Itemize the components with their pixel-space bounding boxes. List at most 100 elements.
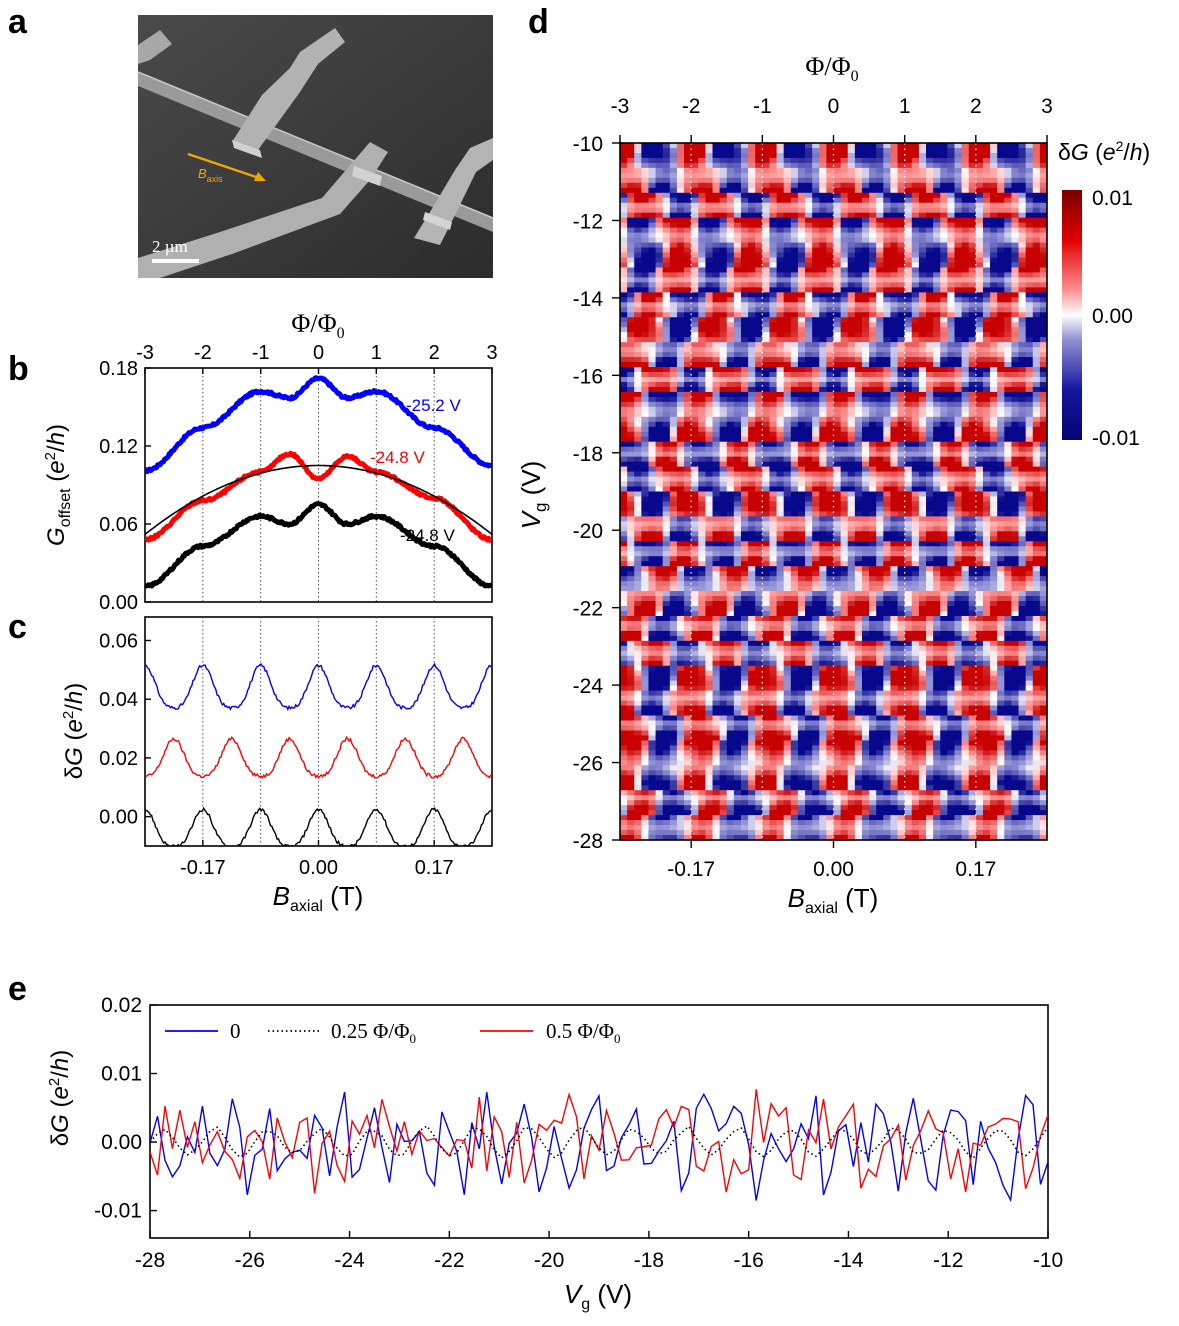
d-map-cell: [926, 282, 934, 288]
d-map-cell: [876, 471, 884, 478]
d-map-cell: [740, 376, 749, 383]
d-map-cell: [726, 312, 735, 318]
d-map-cell: [1018, 426, 1027, 433]
d-map-cell: [676, 222, 685, 229]
d-map-cell: [904, 252, 913, 259]
d-map-cell: [676, 162, 685, 169]
d-map-cell: [933, 352, 941, 358]
d-map-cell: [869, 441, 877, 448]
d-map-cell: [669, 277, 678, 283]
d-map-cell: [655, 267, 664, 274]
d-map-cell: [740, 491, 749, 498]
d-map-cell: [684, 431, 692, 438]
d-map-cell: [655, 167, 664, 174]
d-map-cell: [641, 322, 650, 328]
d-map-cell: [1025, 466, 1034, 473]
d-map-cell: [698, 451, 706, 458]
d-map-cell: [947, 242, 956, 249]
d-map-cell: [883, 476, 892, 483]
d-map-cell: [812, 317, 820, 323]
d-map-cell: [805, 461, 813, 468]
d-map-cell: [861, 327, 870, 333]
d-map-cell: [620, 207, 628, 214]
d-map-cell: [975, 182, 984, 189]
d-map-cell: [748, 152, 756, 159]
d-map-cell: [648, 516, 657, 522]
d-map-cell: [904, 262, 913, 269]
b-top-axis-label: Φ/Φ0: [291, 309, 344, 342]
d-map-cell: [748, 337, 756, 343]
d-map-cell: [733, 227, 742, 234]
d-map-cell: [918, 232, 927, 239]
d-map-cell: [961, 381, 970, 388]
d-map-cell: [819, 526, 827, 532]
d-map-cell: [805, 441, 813, 448]
d-map-cell: [890, 257, 899, 264]
d-map-cell: [748, 461, 756, 468]
d-map-cell: [662, 406, 671, 413]
d-map-cell: [1025, 152, 1034, 159]
d-map-cell: [819, 217, 827, 224]
d-map-cell: [883, 143, 892, 149]
d-map-cell: [982, 476, 991, 483]
d-map-cell: [1039, 466, 1048, 473]
d-map-cell: [669, 247, 678, 254]
d-map-cell: [719, 347, 728, 353]
d-map-cell: [933, 546, 941, 552]
d-map-cell: [911, 396, 920, 403]
d-map-cell: [790, 526, 799, 532]
d-map-cell: [975, 277, 984, 283]
d-map-cell: [634, 267, 642, 274]
d-map-cell: [840, 396, 849, 403]
d-map-cell: [954, 526, 963, 532]
d-map-cell: [826, 242, 835, 249]
d-map-cell: [684, 317, 692, 323]
d-map-cell: [1004, 297, 1013, 303]
d-map-cell: [861, 342, 870, 348]
d-map-cell: [691, 416, 699, 423]
d-map-cell: [918, 322, 927, 328]
d-map-cell: [783, 207, 792, 214]
d-map-cell: [769, 416, 778, 423]
d-map-cell: [826, 207, 835, 214]
d-map-cell: [940, 232, 948, 239]
d-map-cell: [691, 152, 699, 159]
d-map-cell: [918, 401, 927, 408]
d-map-cell: [869, 147, 877, 154]
d-map-cell: [1004, 337, 1013, 343]
d-map-cell: [854, 536, 863, 542]
d-map-cell: [769, 456, 778, 463]
d-map-cell: [1039, 416, 1048, 423]
d-map-cell: [990, 451, 998, 458]
d-map-cell: [776, 386, 785, 393]
d-map-cell: [869, 157, 877, 164]
d-map-cell: [705, 357, 714, 363]
d-map-cell: [883, 401, 892, 408]
d-map-cell: [812, 342, 820, 348]
d-map-cell: [705, 352, 714, 358]
d-map-cell: [897, 272, 906, 279]
d-map-cell: [990, 162, 998, 169]
d-map-cell: [826, 362, 835, 368]
d-map-cell: [861, 162, 870, 169]
d-map-cell: [918, 461, 927, 468]
d-map-cell: [826, 357, 835, 363]
d-map-cell: [1032, 147, 1041, 154]
d-map-cell: [847, 152, 856, 159]
d-map-cell: [726, 337, 735, 343]
d-map-cell: [961, 217, 970, 224]
d-map-cell: [805, 416, 813, 423]
d-map-cell: [904, 143, 913, 149]
d-map-cell: [990, 436, 998, 443]
d-map-cell: [982, 252, 991, 259]
d-map-cell: [982, 436, 991, 443]
d-map-cell: [620, 411, 628, 418]
d-map-cell: [691, 167, 699, 174]
d-map-cell: [847, 466, 856, 473]
d-map-cell: [1025, 262, 1034, 269]
d-map-cell: [662, 491, 671, 498]
d-map-cell: [740, 347, 749, 353]
d-map-cell: [911, 386, 920, 393]
d-map-cell: [669, 391, 678, 398]
d-map-cell: [705, 197, 714, 204]
